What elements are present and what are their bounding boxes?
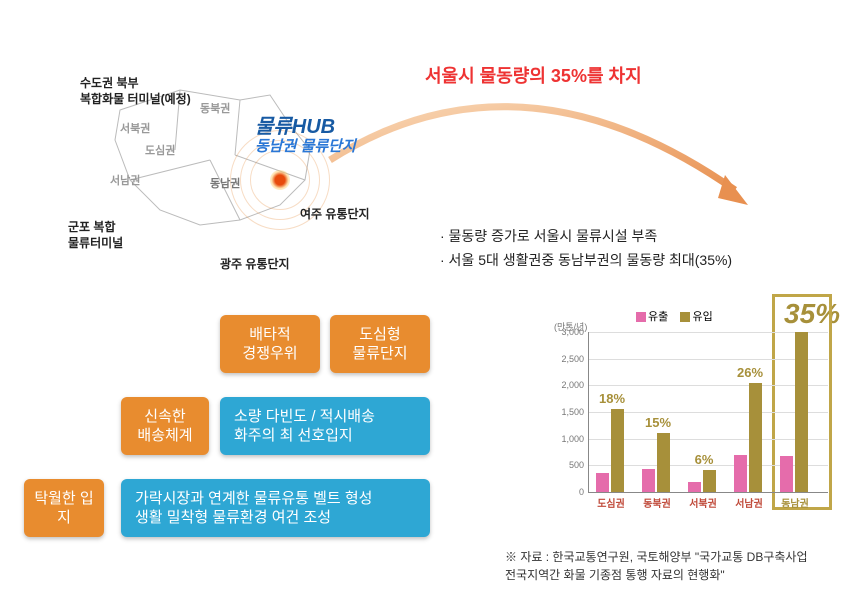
box-r1a: 배타적 경쟁우위 — [220, 315, 320, 373]
box-r2b: 소량 다빈도 / 적시배송 화주의 최 선호입지 — [220, 397, 430, 455]
chart-legend: 유출 유입 — [636, 308, 713, 324]
map-area: 동북권 서북권 도심권 서남권 동남권 수도권 북부 복합화물 터미널(예정) … — [90, 80, 420, 280]
region-nw: 서북권 — [120, 120, 150, 136]
terminal-north: 수도권 북부 복합화물 터미널(예정) — [80, 76, 191, 107]
box-r2a: 신속한 배송체계 — [121, 397, 209, 455]
terminal-gwangju: 광주 유통단지 — [220, 255, 290, 272]
terminal-gunpo: 군포 복합 물류터미널 — [68, 220, 123, 251]
region-ne: 동북권 — [200, 100, 230, 116]
region-sw: 서남권 — [110, 172, 140, 188]
bullet-1: · 물동량 증가로 서울시 물류시설 부족 — [440, 225, 732, 249]
box-r1b: 도심형 물류단지 — [330, 315, 430, 373]
legend-swatch-out — [636, 312, 646, 322]
legend-in: 유입 — [692, 311, 712, 323]
bullet-2: · 서울 5대 생활권중 동남부권의 물동량 최대(35%) — [440, 249, 732, 273]
box-r3a: 탁월한 입지 — [24, 479, 104, 537]
hub-dot — [270, 170, 290, 190]
hub-subtitle: 동남권 물류단지 — [255, 135, 356, 156]
box-r3b: 가락시장과 연계한 물류유통 벨트 형성 생활 밀착형 물류환경 여건 조성 — [121, 479, 430, 537]
bar-chart: (만톤/년) 유출 유입 35% 05001,0001,5002,0002,50… — [544, 300, 844, 530]
terminal-yeoju: 여주 유통단지 — [300, 205, 370, 222]
legend-out: 유출 — [648, 311, 668, 323]
chart-source: ※ 자료 : 한국교통연구원, 국토해양부 "국가교통 DB구축사업 전국지역간… — [505, 548, 807, 584]
region-se: 동남권 — [210, 175, 240, 191]
legend-swatch-in — [680, 312, 690, 322]
bullets: · 물동량 증가로 서울시 물류시설 부족 · 서울 5대 생활권중 동남부권의… — [440, 225, 732, 273]
region-center: 도심권 — [145, 142, 175, 158]
